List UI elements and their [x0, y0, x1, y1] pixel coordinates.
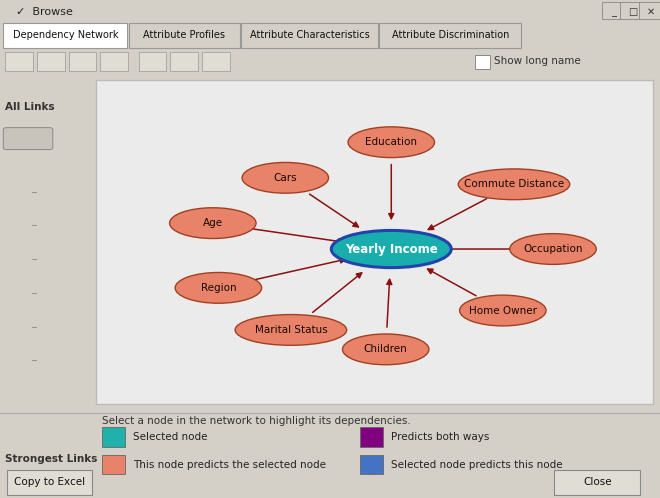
- Ellipse shape: [458, 169, 570, 200]
- FancyBboxPatch shape: [475, 55, 490, 69]
- Text: Education: Education: [365, 137, 417, 147]
- Text: Select a node in the network to highlight its dependencies.: Select a node in the network to highligh…: [102, 416, 411, 426]
- Text: Yearly Income: Yearly Income: [345, 243, 438, 255]
- Text: Attribute Characteristics: Attribute Characteristics: [249, 30, 370, 40]
- FancyBboxPatch shape: [100, 52, 128, 71]
- Text: Occupation: Occupation: [523, 244, 583, 254]
- FancyBboxPatch shape: [102, 455, 125, 475]
- Ellipse shape: [510, 234, 596, 264]
- FancyBboxPatch shape: [5, 52, 33, 71]
- FancyBboxPatch shape: [139, 52, 166, 71]
- Text: Selected node predicts this node: Selected node predicts this node: [391, 460, 562, 470]
- FancyBboxPatch shape: [602, 2, 623, 19]
- Text: ✕: ✕: [647, 6, 655, 16]
- Text: Show long name: Show long name: [494, 56, 580, 66]
- Text: Predicts both ways: Predicts both ways: [391, 432, 489, 442]
- FancyBboxPatch shape: [379, 22, 521, 48]
- Ellipse shape: [242, 162, 329, 193]
- Ellipse shape: [343, 334, 429, 365]
- FancyBboxPatch shape: [639, 2, 660, 19]
- FancyBboxPatch shape: [202, 52, 230, 71]
- Text: Age: Age: [203, 218, 223, 228]
- FancyBboxPatch shape: [241, 22, 378, 48]
- Text: Region: Region: [201, 283, 236, 293]
- Text: Children: Children: [364, 344, 408, 355]
- Text: Close: Close: [583, 477, 612, 488]
- Text: Attribute Discrimination: Attribute Discrimination: [392, 30, 509, 40]
- Text: Home Owner: Home Owner: [469, 305, 537, 316]
- FancyBboxPatch shape: [554, 470, 640, 495]
- Text: Dependency Network: Dependency Network: [13, 30, 118, 40]
- FancyBboxPatch shape: [102, 427, 125, 447]
- Text: Attribute Profiles: Attribute Profiles: [143, 30, 225, 40]
- FancyBboxPatch shape: [360, 427, 383, 447]
- Text: Cars: Cars: [273, 173, 297, 183]
- Ellipse shape: [348, 127, 434, 157]
- Ellipse shape: [235, 315, 346, 345]
- FancyBboxPatch shape: [129, 22, 240, 48]
- Text: Strongest Links: Strongest Links: [5, 454, 98, 464]
- FancyBboxPatch shape: [69, 52, 96, 71]
- Text: ✓  Browse: ✓ Browse: [16, 6, 73, 16]
- FancyBboxPatch shape: [96, 81, 653, 404]
- Ellipse shape: [175, 272, 261, 303]
- Text: This node predicts the selected node: This node predicts the selected node: [133, 460, 326, 470]
- Ellipse shape: [331, 231, 451, 267]
- FancyBboxPatch shape: [7, 470, 92, 495]
- Text: Copy to Excel: Copy to Excel: [14, 477, 85, 488]
- Text: _: _: [611, 6, 616, 16]
- Text: Marital Status: Marital Status: [255, 325, 327, 335]
- Ellipse shape: [170, 208, 256, 239]
- Ellipse shape: [459, 295, 546, 326]
- FancyBboxPatch shape: [37, 52, 65, 71]
- FancyBboxPatch shape: [3, 127, 53, 149]
- Text: Commute Distance: Commute Distance: [464, 179, 564, 189]
- FancyBboxPatch shape: [170, 52, 198, 71]
- FancyBboxPatch shape: [360, 455, 383, 475]
- FancyBboxPatch shape: [620, 2, 642, 19]
- Text: Selected node: Selected node: [133, 432, 208, 442]
- Text: All Links: All Links: [5, 103, 55, 113]
- Text: □: □: [628, 6, 637, 16]
- FancyBboxPatch shape: [3, 22, 127, 48]
